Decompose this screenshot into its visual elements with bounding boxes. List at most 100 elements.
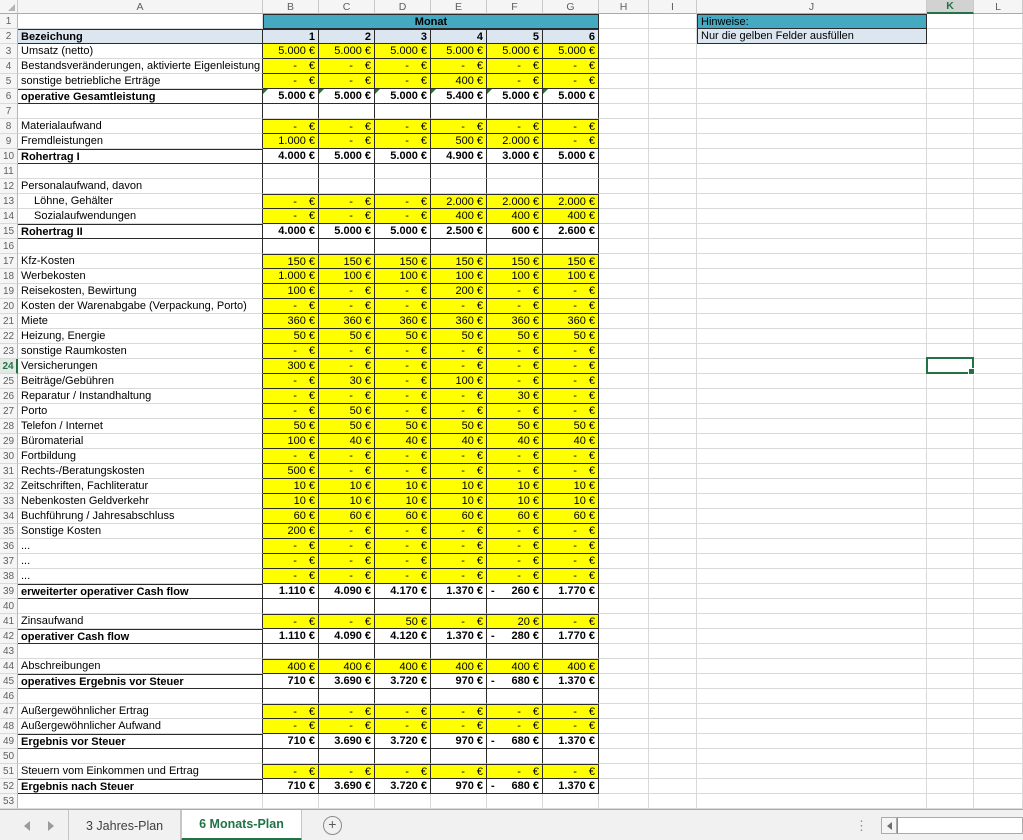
cell-H26[interactable] xyxy=(599,389,649,404)
row-header-1[interactable]: 1 xyxy=(0,14,18,29)
cell-A39[interactable]: erweiterter operativer Cash flow xyxy=(18,584,263,599)
cell-C14[interactable]: - € xyxy=(319,209,375,224)
cell-B46[interactable] xyxy=(263,689,319,704)
cell-H46[interactable] xyxy=(599,689,649,704)
cell-C49[interactable]: 3.690 € xyxy=(319,734,375,749)
cell-E8[interactable]: - € xyxy=(431,119,487,134)
cell-F17[interactable]: 150 € xyxy=(487,254,543,269)
cell-E2[interactable]: 4 xyxy=(431,29,487,44)
row-header-24[interactable]: 24 xyxy=(0,359,18,374)
cell-B22[interactable]: 50 € xyxy=(263,329,319,344)
cell-F25[interactable]: - € xyxy=(487,374,543,389)
cell-H16[interactable] xyxy=(599,239,649,254)
cell-F19[interactable]: - € xyxy=(487,284,543,299)
cell-K28[interactable] xyxy=(927,419,974,434)
cell-B53[interactable] xyxy=(263,794,319,809)
row-header-41[interactable]: 41 xyxy=(0,614,18,629)
cell-K27[interactable] xyxy=(927,404,974,419)
row-header-22[interactable]: 22 xyxy=(0,329,18,344)
cell-D51[interactable]: - € xyxy=(375,764,431,779)
cell-G20[interactable]: - € xyxy=(543,299,599,314)
cell-C41[interactable]: - € xyxy=(319,614,375,629)
cell-A53[interactable] xyxy=(18,794,263,809)
cell-C46[interactable] xyxy=(319,689,375,704)
cell-J40[interactable] xyxy=(697,599,927,614)
cell-C52[interactable]: 3.690 € xyxy=(319,779,375,794)
cell-E38[interactable]: - € xyxy=(431,569,487,584)
cell-H52[interactable] xyxy=(599,779,649,794)
sheet-nav-left-icon[interactable] xyxy=(24,820,30,831)
row-header-31[interactable]: 31 xyxy=(0,464,18,479)
row-header-27[interactable]: 27 xyxy=(0,404,18,419)
row-header-11[interactable]: 11 xyxy=(0,164,18,179)
cell-A45[interactable]: operatives Ergebnis vor Steuer xyxy=(18,674,263,689)
cell-G17[interactable]: 150 € xyxy=(543,254,599,269)
cell-J25[interactable] xyxy=(697,374,927,389)
cell-L27[interactable] xyxy=(974,404,1023,419)
cell-B37[interactable]: - € xyxy=(263,554,319,569)
cell-K16[interactable] xyxy=(927,239,974,254)
cell-C10[interactable]: 5.000 € xyxy=(319,149,375,164)
cell-F46[interactable] xyxy=(487,689,543,704)
row-header-43[interactable]: 43 xyxy=(0,644,18,659)
cell-K47[interactable] xyxy=(927,704,974,719)
cell-K15[interactable] xyxy=(927,224,974,239)
scroll-left-button[interactable] xyxy=(881,817,897,834)
cell-D52[interactable]: 3.720 € xyxy=(375,779,431,794)
cell-C40[interactable] xyxy=(319,599,375,614)
cell-A3[interactable]: Umsatz (netto) xyxy=(18,44,263,59)
cell-D38[interactable]: - € xyxy=(375,569,431,584)
cell-L37[interactable] xyxy=(974,554,1023,569)
cell-L3[interactable] xyxy=(974,44,1023,59)
cell-K22[interactable] xyxy=(927,329,974,344)
cell-B43[interactable] xyxy=(263,644,319,659)
cell-L6[interactable] xyxy=(974,89,1023,104)
cell-B2[interactable]: 1 xyxy=(263,29,319,44)
cell-I25[interactable] xyxy=(649,374,697,389)
cell-L44[interactable] xyxy=(974,659,1023,674)
cell-L2[interactable] xyxy=(974,29,1023,44)
cell-I22[interactable] xyxy=(649,329,697,344)
cell-L4[interactable] xyxy=(974,59,1023,74)
cell-L52[interactable] xyxy=(974,779,1023,794)
cell-L21[interactable] xyxy=(974,314,1023,329)
cell-J35[interactable] xyxy=(697,524,927,539)
cell-J39[interactable] xyxy=(697,584,927,599)
cell-A22[interactable]: Heizung, Energie xyxy=(18,329,263,344)
cell-D31[interactable]: - € xyxy=(375,464,431,479)
cell-E17[interactable]: 150 € xyxy=(431,254,487,269)
cell-C5[interactable]: - € xyxy=(319,74,375,89)
cell-K2[interactable] xyxy=(927,29,974,44)
cell-H48[interactable] xyxy=(599,719,649,734)
cell-I4[interactable] xyxy=(649,59,697,74)
cell-C16[interactable] xyxy=(319,239,375,254)
column-header-J[interactable]: J xyxy=(697,0,927,14)
cell-K31[interactable] xyxy=(927,464,974,479)
column-header-K[interactable]: K xyxy=(927,0,974,14)
cell-J27[interactable] xyxy=(697,404,927,419)
cell-K11[interactable] xyxy=(927,164,974,179)
cell-E9[interactable]: 500 € xyxy=(431,134,487,149)
cell-G46[interactable] xyxy=(543,689,599,704)
cell-I47[interactable] xyxy=(649,704,697,719)
cell-C19[interactable]: - € xyxy=(319,284,375,299)
cell-D25[interactable]: - € xyxy=(375,374,431,389)
row-header-34[interactable]: 34 xyxy=(0,509,18,524)
cell-H40[interactable] xyxy=(599,599,649,614)
row-header-13[interactable]: 13 xyxy=(0,194,18,209)
cell-K7[interactable] xyxy=(927,104,974,119)
cell-C34[interactable]: 60 € xyxy=(319,509,375,524)
cell-K38[interactable] xyxy=(927,569,974,584)
cell-G43[interactable] xyxy=(543,644,599,659)
cell-B51[interactable]: - € xyxy=(263,764,319,779)
cell-C36[interactable]: - € xyxy=(319,539,375,554)
cell-B33[interactable]: 10 € xyxy=(263,494,319,509)
row-header-45[interactable]: 45 xyxy=(0,674,18,689)
cell-G10[interactable]: 5.000 € xyxy=(543,149,599,164)
cell-H23[interactable] xyxy=(599,344,649,359)
cell-L33[interactable] xyxy=(974,494,1023,509)
cell-J17[interactable] xyxy=(697,254,927,269)
row-header-20[interactable]: 20 xyxy=(0,299,18,314)
cell-A8[interactable]: Materialaufwand xyxy=(18,119,263,134)
cell-E33[interactable]: 10 € xyxy=(431,494,487,509)
